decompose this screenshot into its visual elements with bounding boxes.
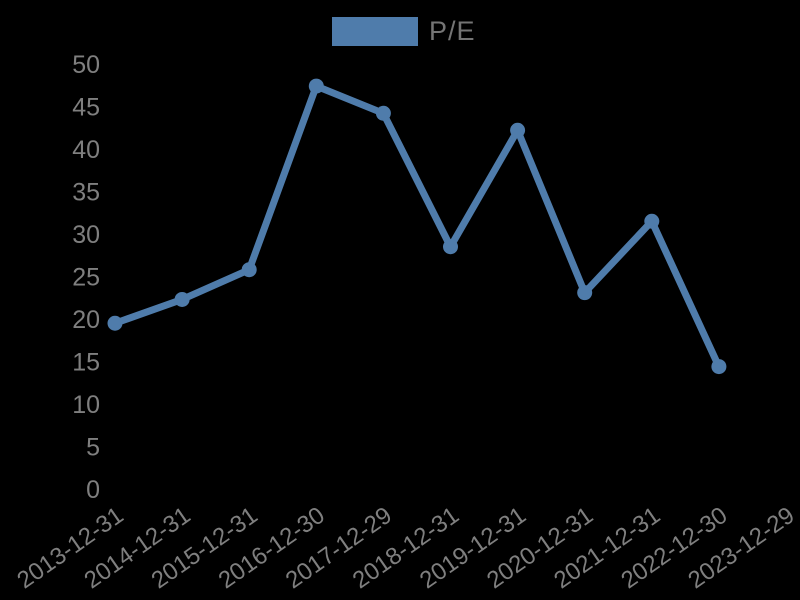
- y-axis-tick-label: 15: [72, 348, 100, 376]
- y-axis-tick-label: 0: [86, 476, 100, 504]
- data-point-marker: [443, 239, 458, 255]
- y-axis-tick-label: 35: [72, 178, 100, 206]
- y-axis-tick-label: 25: [72, 263, 100, 291]
- data-point-marker: [241, 262, 257, 278]
- data-point-marker: [644, 213, 660, 229]
- data-point-marker: [510, 122, 526, 138]
- legend-swatch-icon: [332, 17, 418, 46]
- data-point-marker: [711, 359, 727, 375]
- legend[interactable]: P/E: [332, 16, 476, 47]
- legend-series-label: P/E: [429, 16, 476, 46]
- data-point-marker: [308, 78, 324, 94]
- data-point-marker: [375, 105, 391, 121]
- y-axis-tick-label: 45: [72, 93, 100, 121]
- data-point-marker: [107, 315, 123, 331]
- y-axis-tick-label: 5: [86, 433, 100, 461]
- y-axis-tick-label: 30: [72, 221, 100, 249]
- data-point-marker: [174, 291, 190, 307]
- series-line: [111, 82, 723, 371]
- y-axis-tick-label: 10: [72, 391, 100, 419]
- y-axis-tick-label: 20: [72, 306, 100, 334]
- data-point-marker: [577, 285, 593, 301]
- y-axis-tick-label: 40: [72, 136, 100, 164]
- y-axis-tick-label: 50: [72, 51, 100, 79]
